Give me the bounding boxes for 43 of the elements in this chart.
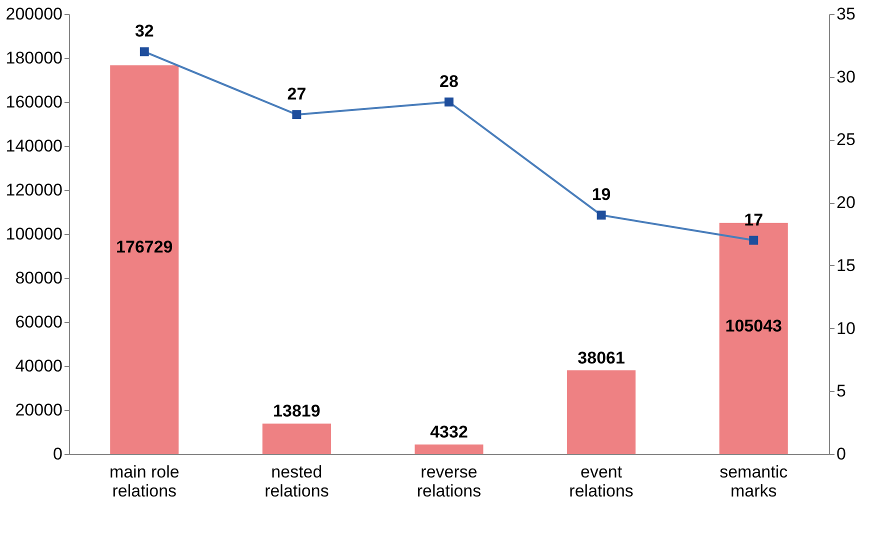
x-tick-label: nested relations: [264, 462, 329, 500]
point: [292, 110, 302, 120]
data-label: 28: [440, 72, 458, 91]
bar: [414, 444, 484, 454]
point: [749, 236, 758, 245]
y-tick-label: 120000: [6, 180, 62, 200]
y2-tick-label: 35: [836, 4, 856, 24]
y-tick-label: 140000: [6, 136, 62, 156]
bar: [567, 370, 636, 454]
y-tick-label: 0: [53, 444, 62, 464]
data-label: 38061: [578, 348, 625, 368]
point: [140, 47, 149, 56]
y-tick-label: 80000: [15, 268, 62, 288]
data-label: 19: [592, 185, 611, 204]
y-tick-label: 20000: [15, 400, 62, 420]
y2-tick-label: 15: [836, 256, 856, 275]
x-tick-label: semantic marks: [720, 462, 788, 500]
y2-tick-label: 25: [836, 130, 856, 150]
bar: [262, 424, 331, 454]
y-tick-label: 180000: [6, 48, 62, 68]
y2-tick-label: 30: [836, 67, 856, 86]
x-tick-label: reverse relations: [416, 462, 482, 500]
data-label: 4332: [430, 422, 468, 442]
y2-tick-label: 0: [836, 444, 846, 464]
bar: [110, 65, 179, 454]
y-tick-label: 200000: [6, 4, 62, 24]
data-label: 105043: [725, 316, 782, 336]
data-label: 27: [287, 84, 306, 104]
x-tick-label: event relations: [569, 462, 634, 500]
y2-tick-label: 10: [836, 318, 856, 338]
data-label: 17: [744, 210, 764, 230]
y-tick-label: 160000: [6, 92, 62, 112]
y-tick-label: 60000: [15, 312, 62, 332]
data-label: 176729: [116, 238, 173, 257]
y2-tick-label: 5: [836, 382, 846, 401]
y2-tick-label: 20: [836, 193, 856, 212]
x-tick-label: main role relations: [109, 462, 180, 500]
point: [596, 210, 606, 220]
point: [444, 98, 454, 106]
y-tick-label: 40000: [15, 356, 62, 376]
y-tick-label: 100000: [6, 224, 62, 244]
data-label: 13819: [273, 402, 320, 421]
data-label: 32: [134, 22, 154, 41]
